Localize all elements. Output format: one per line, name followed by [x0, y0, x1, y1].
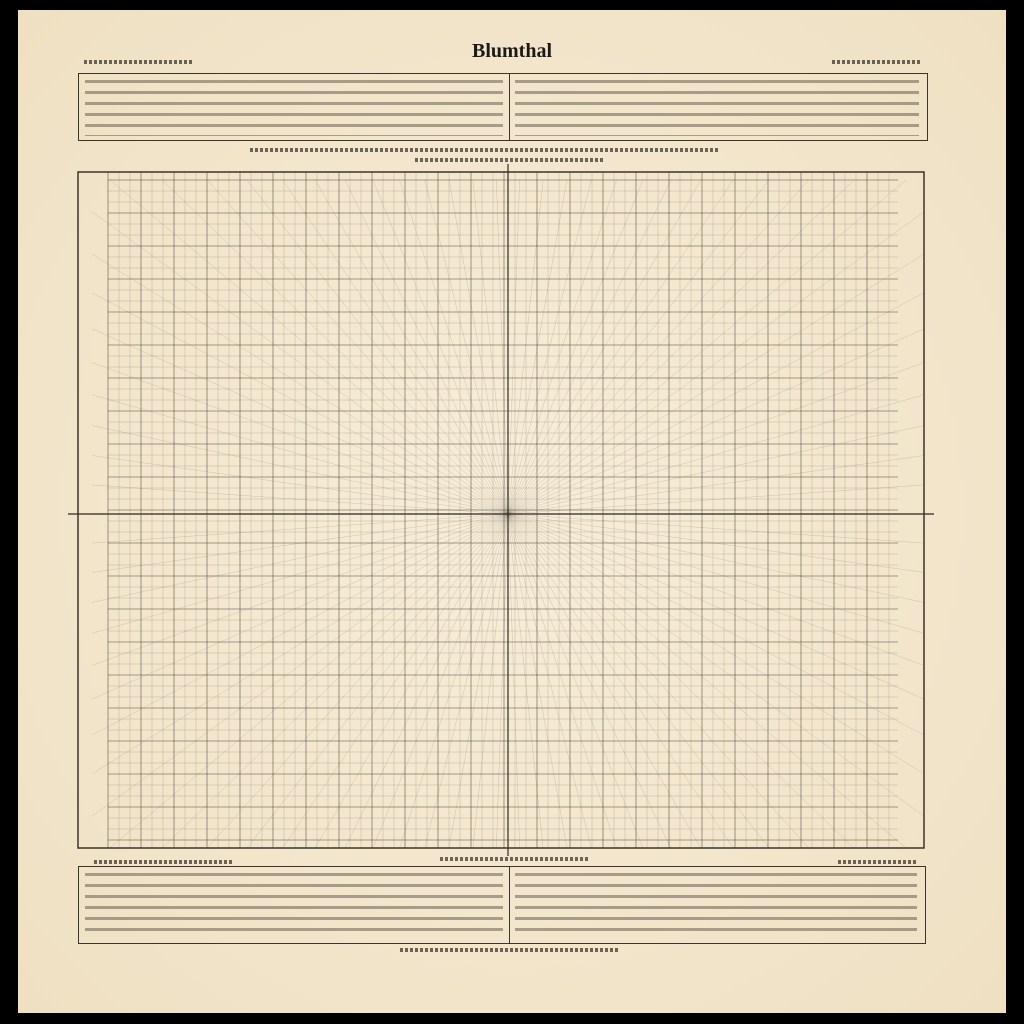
header-text-right	[515, 80, 919, 136]
header-divider	[509, 74, 510, 140]
footer-text-left	[85, 873, 503, 939]
footer-divider	[509, 867, 510, 943]
header-text-left	[85, 80, 503, 136]
grid-frame	[77, 171, 925, 849]
footer-text-box	[78, 866, 926, 944]
bottom-left-caption	[94, 860, 234, 864]
bottom-right-caption	[838, 860, 918, 864]
chart-caption-line-1	[250, 148, 720, 152]
header-left-caption	[84, 60, 194, 64]
header-right-caption	[832, 60, 922, 64]
paper-sheet	[18, 10, 1006, 1013]
header-text-box	[78, 73, 928, 141]
chart-caption-line-2	[415, 158, 605, 162]
footer-text-right	[515, 873, 917, 939]
bottom-center-caption	[440, 857, 590, 861]
footer-caption	[400, 948, 620, 952]
document-title: Blumthal	[471, 40, 553, 62]
